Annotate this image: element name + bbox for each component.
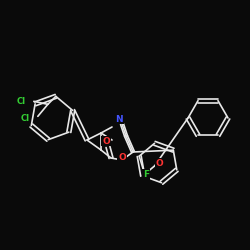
Text: O: O (156, 159, 164, 168)
Text: F: F (143, 170, 149, 179)
Text: Cl: Cl (17, 97, 26, 106)
Text: O: O (102, 136, 110, 145)
Text: O: O (118, 152, 126, 162)
Text: N: N (115, 114, 123, 124)
Text: Cl: Cl (21, 114, 30, 123)
